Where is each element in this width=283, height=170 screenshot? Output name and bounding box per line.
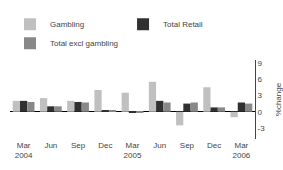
svg-text:Total excl gambling: Total excl gambling <box>50 39 118 48</box>
svg-text:6: 6 <box>258 75 263 84</box>
svg-text:Sep: Sep <box>180 141 195 150</box>
svg-text:Mar2006: Mar2006 <box>232 141 250 160</box>
svg-text:Mar2005: Mar2005 <box>124 141 142 160</box>
svg-text:3: 3 <box>258 91 263 100</box>
svg-text:Jun: Jun <box>153 141 166 150</box>
svg-text:Sep: Sep <box>71 141 86 150</box>
svg-text:Mar2004: Mar2004 <box>15 141 33 160</box>
svg-text:Gambling: Gambling <box>50 20 84 29</box>
svg-text:Dec: Dec <box>98 141 112 150</box>
svg-text:Dec: Dec <box>207 141 221 150</box>
svg-text:Jun: Jun <box>44 141 57 150</box>
svg-text:Total Retail: Total Retail <box>163 20 203 29</box>
svg-text:9: 9 <box>258 59 263 68</box>
svg-text:-3: -3 <box>258 124 266 133</box>
svg-text:%change: %change <box>274 82 283 116</box>
svg-text:0: 0 <box>258 108 263 117</box>
